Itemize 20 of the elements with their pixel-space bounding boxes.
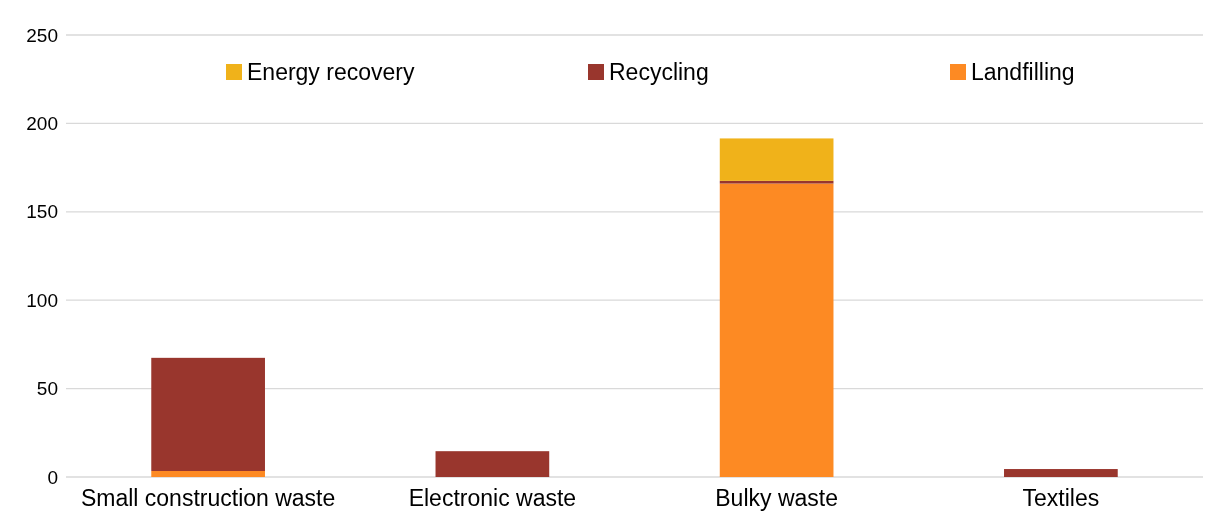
bar <box>151 470 265 477</box>
bar <box>719 138 834 181</box>
y-tick-label: 250 <box>26 24 58 46</box>
legend-label: Landfilling <box>971 59 1075 86</box>
y-tick-label: 200 <box>26 113 58 135</box>
bar <box>719 183 834 477</box>
x-tick-label: Small construction waste <box>80 485 336 511</box>
x-tick-label: Bulky waste <box>715 485 838 511</box>
y-tick-label: 0 <box>47 466 58 488</box>
legend-label: Energy recovery <box>247 59 415 86</box>
bar <box>151 357 265 471</box>
bar <box>1004 469 1118 477</box>
y-tick-label: 50 <box>36 378 58 400</box>
legend-label: Recycling <box>609 59 709 86</box>
x-tick-label: Textiles <box>1022 485 1100 511</box>
bar <box>435 451 550 477</box>
y-tick-label: 150 <box>26 201 58 223</box>
y-tick-label: 100 <box>26 289 58 311</box>
x-tick-label: Electronic waste <box>408 485 577 511</box>
bar <box>719 180 834 184</box>
